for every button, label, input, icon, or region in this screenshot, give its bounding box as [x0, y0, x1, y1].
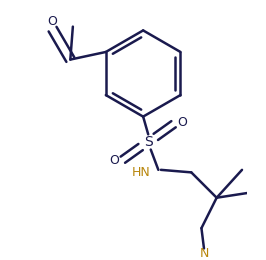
- Text: O: O: [177, 116, 187, 129]
- Text: S: S: [144, 135, 153, 149]
- Text: O: O: [48, 15, 57, 28]
- Text: HN: HN: [132, 166, 151, 179]
- Text: O: O: [109, 154, 119, 167]
- Text: N: N: [199, 247, 209, 260]
